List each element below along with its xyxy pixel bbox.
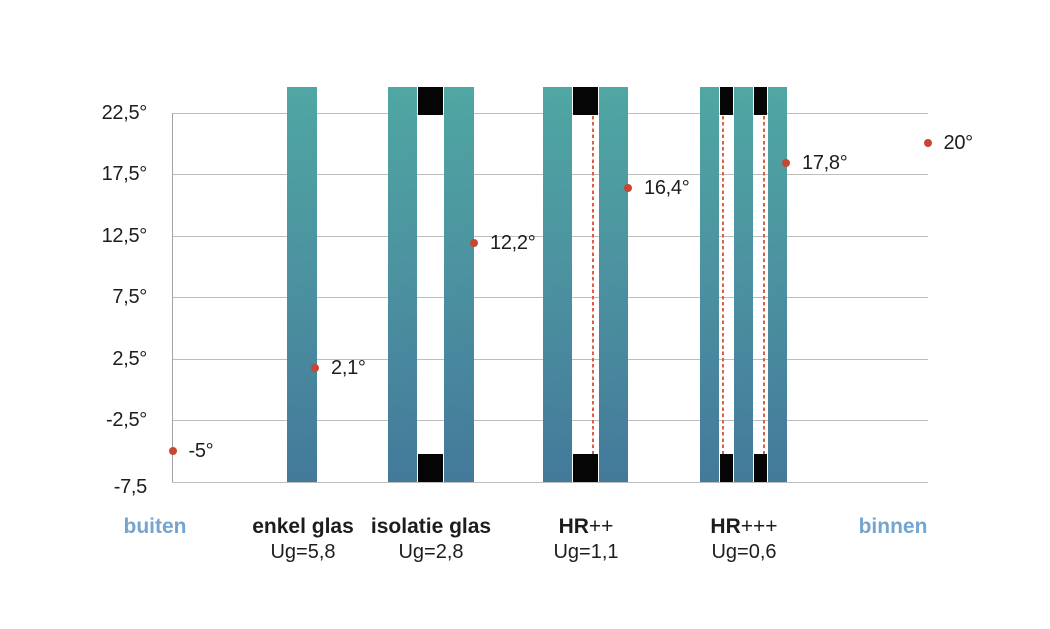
spacer-bar <box>573 87 598 115</box>
temperature-dot <box>311 363 319 372</box>
category-label-hr-plus-plus-plus: HR+++ <box>649 515 839 538</box>
spacer-bar <box>753 87 767 115</box>
coating-dashed-line <box>762 116 765 454</box>
temperature-label: 16,4° <box>644 177 690 199</box>
temperature-dot <box>470 238 478 247</box>
glass-pane <box>444 87 474 482</box>
spacer-bar <box>753 454 767 482</box>
category-name: enkel glas <box>252 515 354 538</box>
temperature-dot <box>782 159 790 167</box>
y-tick-label: 7,5° <box>112 286 147 309</box>
temperature-label: -5° <box>188 440 214 462</box>
glass-pane <box>543 87 572 482</box>
category-label-buiten: buiten <box>60 515 250 538</box>
category-label-isolatie-glas: isolatie glas <box>336 515 526 538</box>
temperature-label: 20° <box>943 132 974 154</box>
category-name-suffix: ++ <box>588 515 614 538</box>
glass-pane <box>700 87 719 482</box>
spacer-bar <box>719 454 733 482</box>
y-tick-label: -2,5° <box>106 409 147 432</box>
category-name: HR <box>710 515 741 538</box>
category-label-binnen: binnen <box>798 515 988 538</box>
coating-dashed-line <box>721 116 724 454</box>
category-label-enkel-glas: enkel glas <box>208 515 398 538</box>
spacer-bar <box>573 454 598 482</box>
ug-value-label: Ug=0,6 <box>711 541 777 563</box>
y-tick-label: 22,5° <box>101 102 148 124</box>
y-tick-label: 2,5° <box>112 347 147 370</box>
glass-pane <box>734 87 753 482</box>
glass-pane <box>287 87 317 482</box>
spacer-bar <box>418 87 443 115</box>
glass-pane <box>388 87 417 482</box>
ug-value-label: Ug=5,8 <box>270 541 336 563</box>
temperature-dot <box>168 447 177 455</box>
category-label-hr-plus-plus: HR++ <box>491 515 681 538</box>
temperature-label: 12,2° <box>490 231 536 254</box>
y-tick-label: -7,5 <box>113 475 148 498</box>
temperature-dot <box>923 139 932 147</box>
ug-value-label: Ug=2,8 <box>398 541 464 563</box>
y-tick-label: 12,5° <box>101 224 148 247</box>
category-name: buiten <box>123 515 187 538</box>
category-name: HR <box>558 515 589 538</box>
temperature-label: 2,1° <box>331 356 366 379</box>
glass-pane <box>768 87 787 482</box>
y-axis-line <box>171 113 173 482</box>
category-name-suffix: +++ <box>740 515 778 538</box>
ug-value-label: Ug=1,1 <box>553 541 619 563</box>
y-gridline <box>171 481 928 483</box>
category-name: binnen <box>858 515 928 538</box>
spacer-bar <box>418 454 443 482</box>
glass-pane <box>598 87 628 482</box>
category-name: isolatie glas <box>370 515 492 538</box>
spacer-bar <box>719 87 733 115</box>
temperature-dot <box>624 184 632 192</box>
temperature-label: 17,8° <box>802 152 848 174</box>
y-tick-label: 17,5° <box>101 163 148 186</box>
coating-dashed-line <box>592 116 594 454</box>
